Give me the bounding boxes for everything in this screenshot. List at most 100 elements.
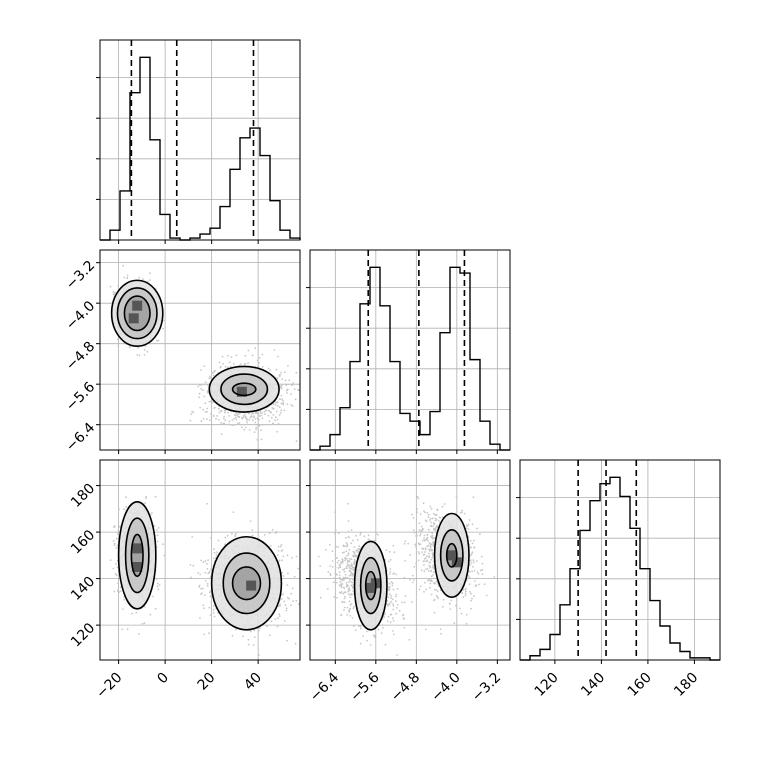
scatter-point bbox=[228, 420, 231, 423]
scatter-point bbox=[265, 625, 268, 628]
scatter-point bbox=[216, 551, 218, 554]
scatter-point bbox=[275, 368, 278, 371]
scatter-point bbox=[250, 414, 253, 416]
contour-line bbox=[220, 373, 269, 406]
scatter-point bbox=[117, 532, 120, 534]
scatter-point bbox=[272, 414, 275, 416]
scatter-point bbox=[291, 384, 293, 387]
scatter-point bbox=[203, 607, 206, 610]
scatter-point bbox=[268, 420, 271, 423]
scatter-point bbox=[430, 544, 433, 546]
scatter-point bbox=[146, 350, 149, 353]
scatter-point bbox=[424, 511, 426, 514]
scatter-point bbox=[428, 564, 431, 567]
scatter-point bbox=[277, 550, 280, 552]
scatter-point bbox=[152, 595, 154, 598]
scatter-point bbox=[275, 530, 278, 533]
scatter-point bbox=[244, 362, 247, 365]
scatter-point bbox=[442, 605, 444, 608]
scatter-point bbox=[425, 588, 428, 591]
scatter-point bbox=[151, 512, 153, 514]
scatter-point bbox=[462, 596, 465, 598]
scatter-point bbox=[280, 544, 283, 546]
scatter-point bbox=[391, 582, 394, 584]
scatter-point bbox=[277, 617, 279, 620]
scatter-point bbox=[261, 417, 264, 420]
scatter-point bbox=[224, 365, 227, 368]
scatter-point bbox=[435, 526, 437, 529]
scatter-point bbox=[207, 572, 210, 575]
scatter-point bbox=[295, 599, 298, 602]
scatter-point bbox=[429, 519, 431, 521]
scatter-point bbox=[427, 516, 430, 518]
scatter-point bbox=[277, 355, 279, 358]
scatter-point bbox=[242, 416, 245, 418]
scatter-point bbox=[197, 572, 200, 574]
scatter-point bbox=[418, 543, 421, 546]
scatter-point bbox=[204, 381, 207, 384]
scatter-point bbox=[387, 615, 390, 618]
scatter-point bbox=[426, 545, 429, 548]
scatter-point bbox=[335, 596, 338, 599]
scatter-point bbox=[156, 585, 159, 588]
scatter-point bbox=[428, 552, 430, 555]
scatter-point bbox=[261, 365, 264, 368]
scatter-point bbox=[475, 577, 478, 580]
scatter-point bbox=[433, 523, 436, 526]
scatter-point bbox=[279, 545, 282, 548]
scatter-point bbox=[435, 518, 438, 521]
scatter-point bbox=[231, 532, 233, 535]
scatter-point bbox=[425, 557, 427, 559]
scatter-point bbox=[429, 566, 432, 569]
scatter-point bbox=[209, 595, 212, 598]
scatter-point bbox=[420, 569, 423, 572]
scatter-point bbox=[199, 406, 202, 409]
scatter-point bbox=[395, 600, 397, 602]
scatter-point bbox=[328, 544, 331, 546]
scatter-point bbox=[229, 365, 232, 368]
scatter-point bbox=[291, 587, 294, 590]
contour-line bbox=[124, 517, 150, 594]
scatter-point bbox=[208, 419, 211, 422]
scatter-point bbox=[342, 593, 345, 595]
scatter-point bbox=[149, 279, 151, 281]
scatter-point bbox=[423, 564, 425, 566]
scatter-point bbox=[206, 407, 209, 410]
scatter-point bbox=[403, 601, 406, 604]
scatter-point bbox=[423, 534, 426, 537]
scatter-point bbox=[481, 568, 484, 571]
scatter-point bbox=[265, 423, 268, 426]
scatter-point bbox=[468, 583, 471, 586]
scatter-point bbox=[118, 508, 120, 511]
scatter-point bbox=[117, 590, 119, 593]
scatter-point bbox=[212, 612, 215, 614]
scatter-point bbox=[432, 574, 434, 576]
scatter-point bbox=[291, 405, 294, 407]
contour-line bbox=[208, 365, 280, 413]
scatter-point bbox=[357, 551, 359, 553]
histogram-step-line bbox=[100, 56, 301, 241]
scatter-point bbox=[349, 596, 352, 599]
scatter-point bbox=[279, 605, 281, 607]
scatter-point bbox=[215, 553, 218, 556]
scatter-point bbox=[279, 411, 282, 414]
scatter-point bbox=[471, 523, 474, 526]
scatter-point bbox=[473, 561, 475, 564]
scatter-point bbox=[464, 590, 467, 593]
scatter-point bbox=[200, 383, 203, 386]
scatter-point bbox=[392, 588, 395, 591]
scatter-point bbox=[431, 557, 434, 559]
scatter-point bbox=[286, 554, 289, 557]
scatter-point bbox=[283, 620, 286, 622]
scatter-point bbox=[427, 539, 429, 542]
scatter-point bbox=[290, 604, 292, 607]
scatter-point bbox=[338, 591, 341, 594]
scatter-point bbox=[211, 372, 214, 375]
scatter-point bbox=[253, 431, 256, 434]
scatter-point bbox=[280, 384, 283, 387]
scatter-point bbox=[200, 559, 203, 562]
scatter-point bbox=[154, 495, 157, 498]
scatter-point bbox=[418, 529, 421, 531]
scatter-point bbox=[435, 594, 438, 597]
scatter-point bbox=[433, 527, 435, 530]
